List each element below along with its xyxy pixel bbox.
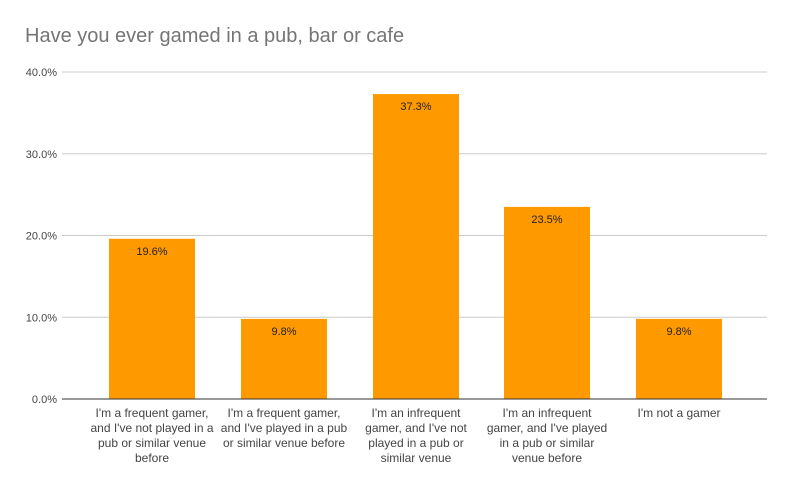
y-tick-label: 10.0%: [26, 312, 57, 324]
data-label: 19.6%: [136, 246, 167, 258]
bar: [373, 94, 459, 399]
bar: [241, 318, 327, 399]
data-label: 9.8%: [666, 326, 691, 338]
y-tick-label: 0.0%: [32, 394, 57, 406]
bar: [636, 318, 722, 399]
x-tick-label: I'm not a gamer: [637, 406, 721, 420]
chart-title: Have you ever gamed in a pub, bar or caf…: [25, 25, 405, 47]
bar: [504, 206, 590, 399]
x-tick-label: I'm a frequent gamer, and I've not playe…: [90, 406, 214, 465]
x-tick-label: I'm a frequent gamer, and I've played in…: [220, 406, 348, 450]
x-tick-label: I'm an infrequent gamer, and I've not pl…: [365, 406, 467, 465]
bar: [109, 238, 195, 399]
x-tick-label: I'm an infrequent gamer, and I've played…: [486, 406, 608, 465]
y-tick-label: 30.0%: [26, 149, 57, 161]
data-label: 37.3%: [400, 101, 431, 113]
data-label: 9.8%: [271, 326, 296, 338]
y-tick-label: 40.0%: [26, 67, 57, 79]
y-tick-label: 20.0%: [26, 231, 57, 243]
data-label: 23.5%: [531, 214, 562, 226]
